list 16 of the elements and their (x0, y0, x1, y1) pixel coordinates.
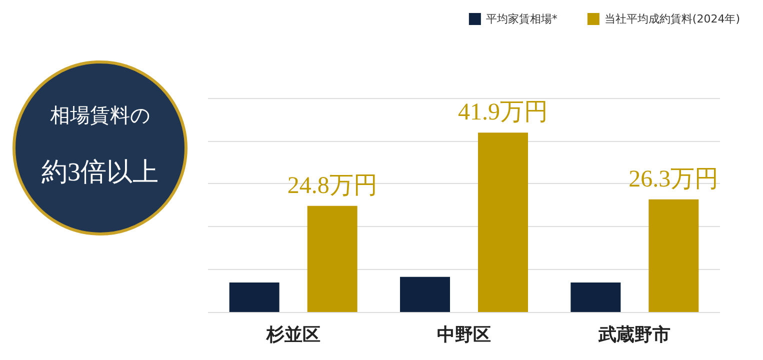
bar (478, 132, 528, 312)
data-label: 24.8万円 (287, 172, 378, 199)
bar (307, 206, 358, 312)
bar (570, 282, 621, 312)
bar (229, 282, 280, 312)
x-tick-label: 杉並区 (265, 324, 320, 346)
text: 約3倍以上 (42, 158, 158, 186)
data-label: 26.3万円 (628, 166, 719, 192)
bar (400, 276, 450, 312)
x-tick-label: 中野区 (437, 324, 491, 346)
text: 相場賃料の (50, 105, 150, 127)
bar (648, 199, 699, 312)
legend-label: 平均家賃相場* (486, 12, 558, 26)
x-tick-label: 武蔵野市 (598, 324, 671, 346)
legend-label: 当社平均成約賃料(2024年) (604, 12, 740, 26)
data-label: 41.9万円 (458, 100, 548, 126)
